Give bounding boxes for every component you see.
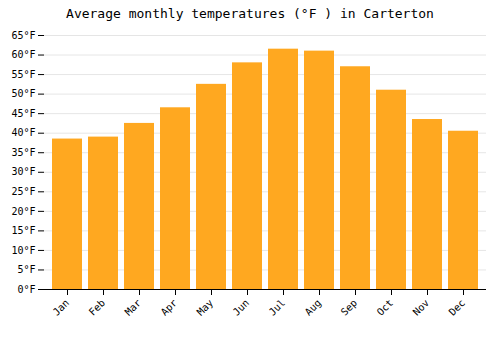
svg-text:30°F: 30°F bbox=[11, 166, 35, 177]
svg-text:May: May bbox=[195, 297, 216, 318]
svg-text:35°F: 35°F bbox=[11, 147, 35, 158]
svg-text:Jun: Jun bbox=[231, 297, 252, 318]
svg-text:Nov: Nov bbox=[411, 297, 432, 318]
svg-text:5°F: 5°F bbox=[17, 264, 35, 275]
svg-text:20°F: 20°F bbox=[11, 206, 35, 217]
svg-text:Mar: Mar bbox=[123, 297, 144, 318]
svg-text:Dec: Dec bbox=[447, 297, 468, 318]
svg-text:40°F: 40°F bbox=[11, 127, 35, 138]
svg-text:15°F: 15°F bbox=[11, 225, 35, 236]
svg-text:Sep: Sep bbox=[339, 297, 360, 318]
svg-text:Aug: Aug bbox=[303, 297, 324, 318]
svg-text:65°F: 65°F bbox=[11, 30, 35, 41]
svg-text:25°F: 25°F bbox=[11, 186, 35, 197]
svg-text:Jan: Jan bbox=[51, 297, 72, 318]
svg-text:Feb: Feb bbox=[87, 297, 108, 318]
svg-text:10°F: 10°F bbox=[11, 245, 35, 256]
svg-text:60°F: 60°F bbox=[11, 49, 35, 60]
svg-text:55°F: 55°F bbox=[11, 69, 35, 80]
svg-text:Oct: Oct bbox=[375, 297, 396, 318]
svg-text:0°F: 0°F bbox=[17, 284, 35, 295]
svg-text:45°F: 45°F bbox=[11, 108, 35, 119]
svg-text:Apr: Apr bbox=[159, 297, 180, 318]
html-text:Average monthly temperatures (: Average monthly temperatures (°F ) in Ca… bbox=[66, 6, 434, 21]
svg-text:50°F: 50°F bbox=[11, 88, 35, 99]
svg-text:Jul: Jul bbox=[267, 297, 288, 318]
